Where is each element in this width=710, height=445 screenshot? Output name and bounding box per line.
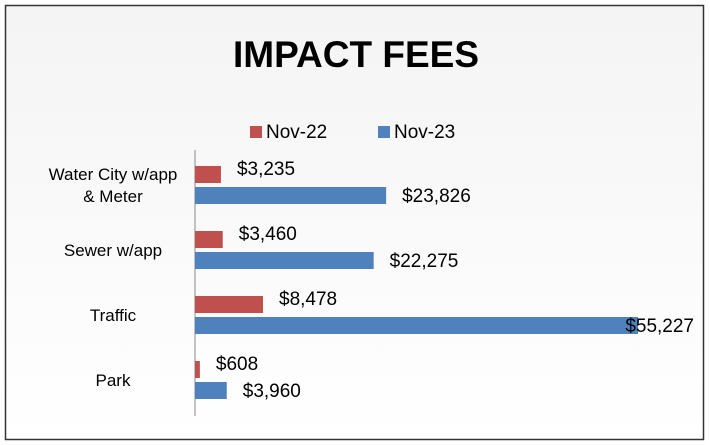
bar [195, 166, 221, 183]
legend-swatch [378, 126, 390, 138]
value-label: $8,478 [279, 289, 337, 310]
value-label: $3,460 [239, 224, 297, 245]
value-label: $22,275 [390, 251, 459, 272]
legend-label: Nov-23 [394, 122, 455, 143]
category-label: Park [95, 371, 131, 390]
value-label: $3,960 [243, 381, 301, 402]
value-label: $3,235 [237, 159, 295, 180]
bar [195, 361, 200, 378]
bar [195, 252, 374, 269]
bar [195, 317, 638, 334]
bar [195, 382, 227, 399]
value-label: $608 [216, 354, 258, 375]
bar [195, 296, 264, 313]
bar [195, 231, 223, 248]
bar [195, 187, 387, 204]
legend-label: Nov-22 [266, 122, 327, 143]
chart-border [4, 4, 705, 441]
category-label: Water City w/app & Meter [48, 165, 178, 206]
legend-swatch [250, 126, 262, 138]
value-label: $23,826 [402, 186, 471, 207]
value-label: $55,227 [625, 316, 694, 337]
category-label: Sewer w/app [63, 241, 163, 260]
chart-title: IMPACT FEES [233, 34, 479, 75]
category-label: Traffic [89, 306, 137, 325]
